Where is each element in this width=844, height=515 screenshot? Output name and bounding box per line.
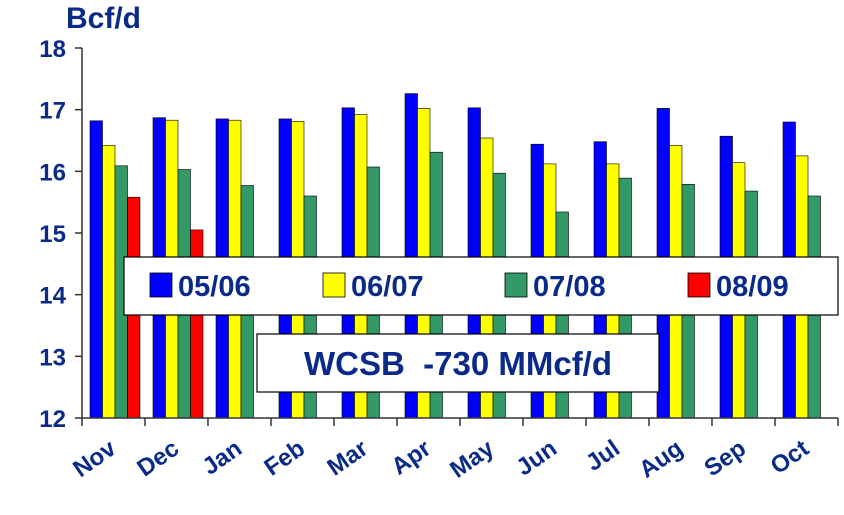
legend-label-06-07: 06/07 [351, 271, 424, 303]
axes-group [75, 47, 839, 426]
x-tick-label-nov: Nov [68, 434, 121, 482]
x-tick-label-feb: Feb [260, 435, 310, 482]
y-tick-label: 18 [39, 36, 66, 63]
y-tick-label: 12 [39, 406, 66, 433]
y-tick-label: 14 [39, 283, 66, 310]
y-tick-label: 15 [39, 221, 66, 248]
x-tick-label-jun: Jun [512, 435, 562, 482]
y-tick-labels: 12 13 14 15 16 17 18 [39, 36, 66, 433]
x-tick-labels: Nov Dec Jan Feb Mar Apr May Jun Jul Aug Sep Oct [68, 434, 814, 483]
x-tick-label-mar: Mar [322, 435, 372, 482]
legend-swatch-08-09 [687, 272, 711, 298]
y-tick-label: 17 [39, 98, 66, 125]
legend: 05/06 06/07 07/08 08/09 [123, 256, 839, 316]
x-tick-label-may: May [445, 434, 499, 483]
legend-label-05-06: 05/06 [178, 271, 251, 303]
legend-swatch-07-08 [504, 272, 528, 298]
legend-label-07-08: 07/08 [533, 271, 606, 303]
x-tick-label-apr: Apr [387, 435, 436, 481]
x-tick-label-dec: Dec [132, 435, 184, 482]
x-tick-label-jan: Jan [198, 435, 247, 481]
bar-06-07-nov [102, 145, 116, 419]
y-tick-label: 16 [39, 159, 66, 186]
y-tick-label: 13 [39, 344, 66, 371]
x-tick-label-oct: Oct [766, 435, 814, 480]
legend-swatch-05-06 [149, 272, 173, 298]
legend-label-08-09: 08/09 [716, 271, 789, 303]
x-tick-label-aug: Aug [634, 435, 688, 484]
annotation-frame [256, 333, 660, 393]
x-tick-label-jul: Jul [581, 435, 625, 477]
y-axis-unit-label: Bcf/d [66, 2, 141, 35]
bar-05-06-nov [89, 120, 103, 419]
annotation-box: WCSB -730 MMcf/d [256, 333, 660, 393]
legend-swatch-06-07 [322, 272, 346, 298]
x-tick-label-sep: Sep [699, 435, 751, 482]
annotation-text: WCSB -730 MMcf/d [304, 345, 612, 382]
legend-box [123, 256, 839, 316]
